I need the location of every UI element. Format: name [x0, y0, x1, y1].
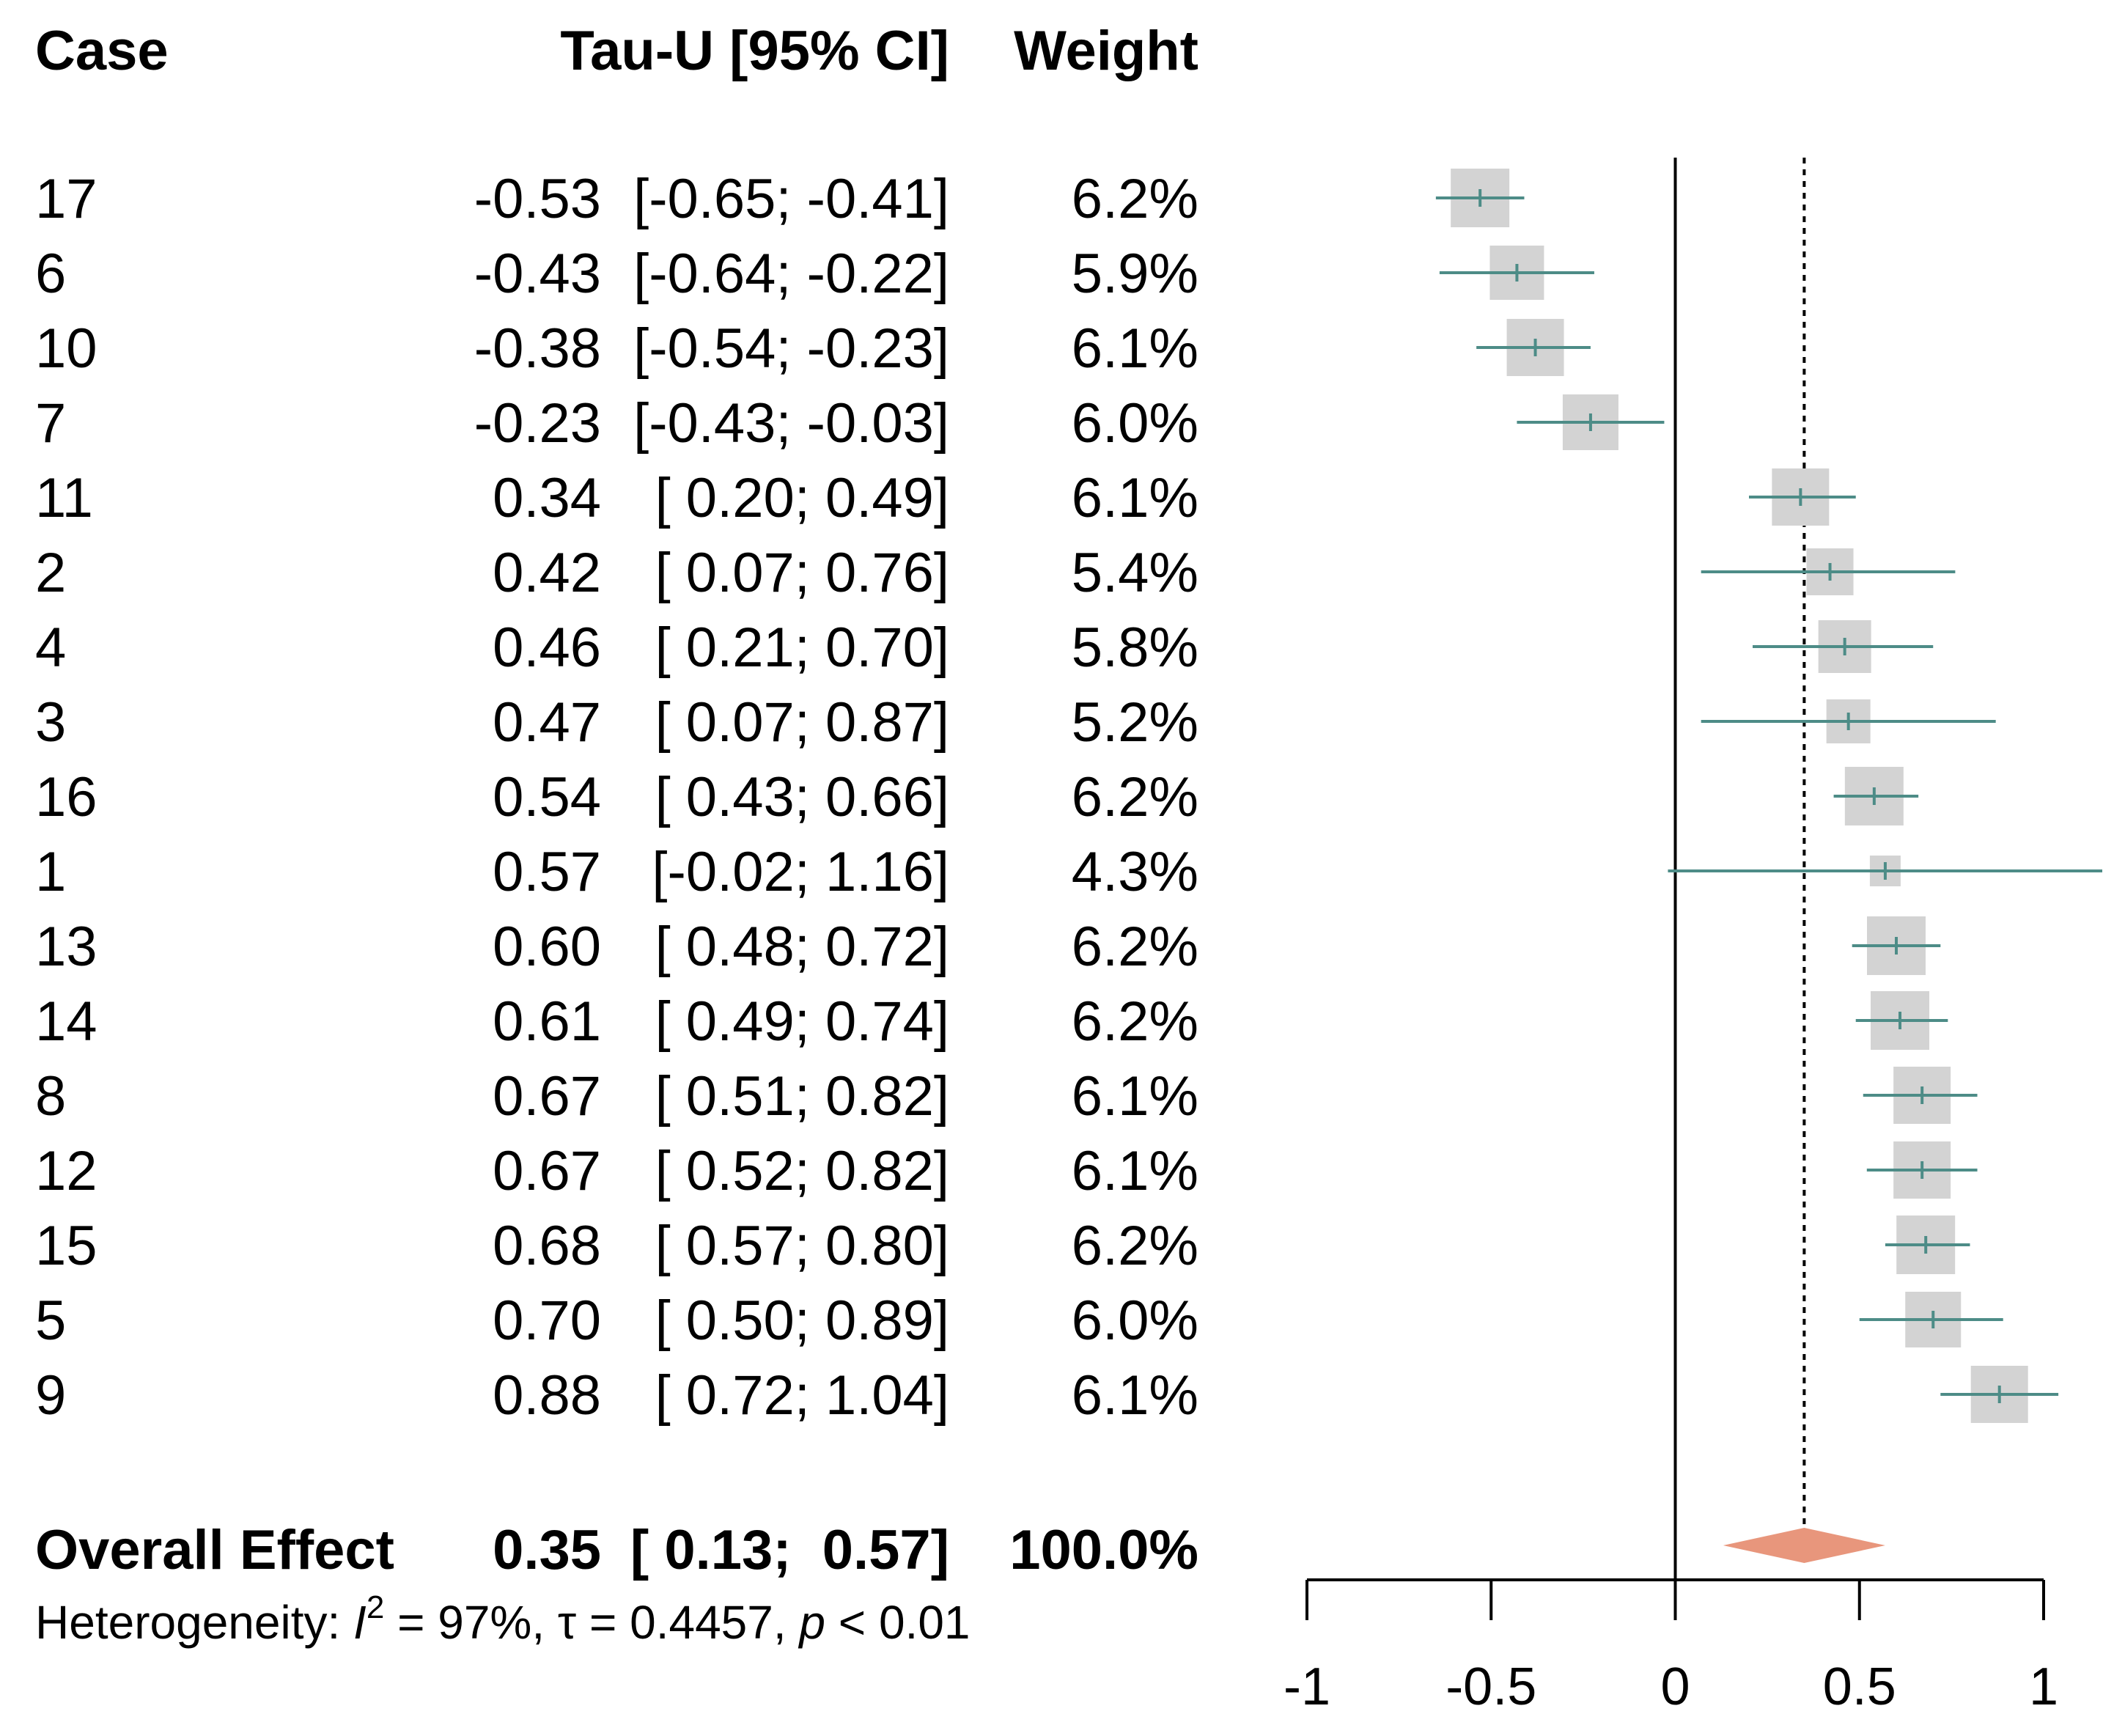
- row-case: 8: [35, 1065, 66, 1128]
- row-case: 17: [35, 168, 97, 230]
- row-estimate: 0.34: [493, 467, 601, 529]
- row-case: 3: [35, 691, 66, 754]
- row-ci: [ 0.07; 0.87]: [655, 691, 949, 754]
- row-case: 9: [35, 1364, 66, 1427]
- row-weight: 6.0%: [1072, 1290, 1198, 1352]
- x-tick-label: -0.5: [1445, 1658, 1536, 1716]
- i-squared-sup: 2: [367, 1589, 384, 1625]
- row-weight: 5.9%: [1072, 243, 1198, 305]
- header-effect: Tau-U [95% CI]: [560, 20, 949, 82]
- row-ci: [ 0.49; 0.74]: [655, 990, 949, 1053]
- row-case: 4: [35, 617, 66, 679]
- row-ci: [-0.54; -0.23]: [633, 317, 949, 380]
- p-symbol: p: [798, 1596, 825, 1649]
- row-ci: [ 0.43; 0.66]: [655, 766, 949, 828]
- row-ci: [ 0.52; 0.82]: [655, 1140, 949, 1202]
- row-weight: 5.8%: [1072, 617, 1198, 679]
- row-estimate: 0.57: [493, 841, 601, 903]
- row-weight: 6.1%: [1072, 317, 1198, 380]
- heterogeneity-text: Heterogeneity: I2 = 97%, τ = 0.4457, p <…: [35, 1589, 971, 1649]
- row-weight: 6.2%: [1072, 168, 1198, 230]
- row-ci: [ 0.21; 0.70]: [655, 617, 949, 679]
- row-ci: [ 0.07; 0.76]: [655, 542, 949, 604]
- row-estimate: 0.47: [493, 691, 601, 754]
- x-tick-label: 0.5: [1823, 1658, 1896, 1716]
- x-tick-label: 0: [1660, 1658, 1690, 1716]
- header-weight: Weight: [1014, 20, 1198, 82]
- row-estimate: 0.54: [493, 766, 601, 828]
- row-estimate: 0.60: [493, 916, 601, 978]
- row-weight: 6.1%: [1072, 1065, 1198, 1128]
- row-estimate: 0.67: [493, 1140, 601, 1202]
- row-weight: 6.0%: [1072, 392, 1198, 455]
- overall-estimate: 0.35: [493, 1519, 601, 1581]
- row-estimate: -0.43: [474, 243, 601, 305]
- row-estimate: 0.61: [493, 990, 601, 1053]
- x-tick-label: -1: [1284, 1658, 1330, 1716]
- row-estimate: 0.67: [493, 1065, 601, 1128]
- row-ci: [-0.02; 1.16]: [652, 841, 949, 903]
- overall-diamond: [1723, 1528, 1885, 1563]
- row-estimate: 0.46: [493, 617, 601, 679]
- p-value: < 0.01: [825, 1596, 971, 1649]
- i-squared-value: = 97%,: [384, 1596, 558, 1649]
- row-ci: [-0.65; -0.41]: [633, 168, 949, 230]
- row-estimate: 0.70: [493, 1290, 601, 1352]
- row-case: 14: [35, 990, 97, 1053]
- plot-area: -1 -0.5 0 0.5 1: [1284, 158, 2102, 1716]
- row-weight: 6.2%: [1072, 766, 1198, 828]
- row-estimate: -0.23: [474, 392, 601, 455]
- row-estimate: -0.53: [474, 168, 601, 230]
- row-case: 2: [35, 542, 66, 604]
- row-ci: [-0.43; -0.03]: [633, 392, 949, 455]
- row-ci: [ 0.57; 0.80]: [655, 1215, 949, 1277]
- tau-value: τ = 0.4457,: [558, 1596, 800, 1649]
- row-case: 15: [35, 1215, 97, 1277]
- row-case: 5: [35, 1290, 66, 1352]
- row-weight: 5.2%: [1072, 691, 1198, 754]
- row-weight: 6.1%: [1072, 1140, 1198, 1202]
- header-case: Case: [35, 20, 169, 82]
- row-case: 1: [35, 841, 66, 903]
- row-case: 10: [35, 317, 97, 380]
- overall-weight: 100.0%: [1009, 1519, 1198, 1581]
- row-ci: [-0.64; -0.22]: [633, 243, 949, 305]
- row-estimate: -0.38: [474, 317, 601, 380]
- study-marks: [1435, 169, 2102, 1423]
- row-estimate: 0.42: [493, 542, 601, 604]
- overall-ci: [ 0.13; 0.57]: [630, 1519, 949, 1581]
- row-case: 13: [35, 916, 97, 978]
- row-ci: [ 0.51; 0.82]: [655, 1065, 949, 1128]
- row-weight: 6.1%: [1072, 467, 1198, 529]
- row-ci: [ 0.20; 0.49]: [655, 467, 949, 529]
- row-case: 6: [35, 243, 66, 305]
- row-case: 11: [35, 467, 93, 529]
- row-weight: 6.2%: [1072, 916, 1198, 978]
- row-ci: [ 0.48; 0.72]: [655, 916, 949, 978]
- row-ci: [ 0.50; 0.89]: [655, 1290, 949, 1352]
- row-weight: 6.1%: [1072, 1364, 1198, 1427]
- row-weight: 4.3%: [1072, 841, 1198, 903]
- heterogeneity-prefix: Heterogeneity:: [35, 1596, 353, 1649]
- row-ci: [ 0.72; 1.04]: [655, 1364, 949, 1427]
- row-weight: 5.4%: [1072, 542, 1198, 604]
- row-weight: 6.2%: [1072, 1215, 1198, 1277]
- row-estimate: 0.68: [493, 1215, 601, 1277]
- x-tick-label: 1: [2029, 1658, 2058, 1716]
- row-weight: 6.2%: [1072, 990, 1198, 1053]
- row-estimate: 0.88: [493, 1364, 601, 1427]
- x-axis-ticks: -1 -0.5 0 0.5 1: [1284, 1580, 2058, 1716]
- i-squared-symbol: I: [353, 1596, 367, 1649]
- overall-label: Overall Effect: [35, 1519, 394, 1581]
- row-case: 7: [35, 392, 66, 455]
- study-rows-text: 17 -0.53 [-0.65; -0.41] 6.2%6 -0.43 [-0.64; -…: [35, 168, 1198, 1427]
- row-case: 16: [35, 766, 97, 828]
- row-case: 12: [35, 1140, 97, 1202]
